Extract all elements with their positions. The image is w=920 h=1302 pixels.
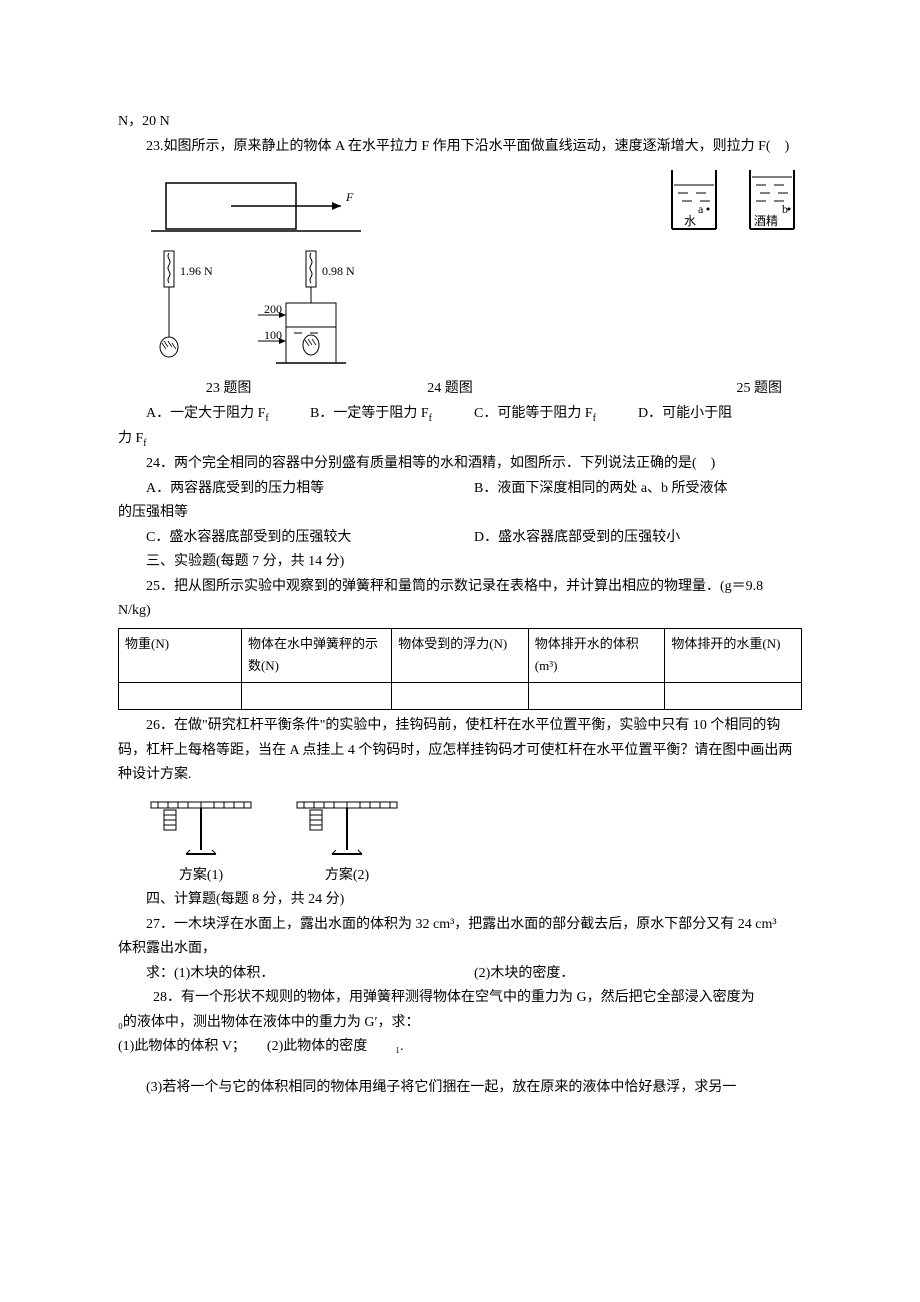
svg-text:酒精: 酒精: [754, 214, 778, 228]
q23-text: 如图所示，原来静止的物体 A 在水平拉力 F 作用下沿水平面做直线运动，速度逐渐…: [164, 139, 790, 154]
col-spring: 物体在水中弹簧秤的示数(N): [241, 628, 391, 683]
q27-ask2: (2)木块的密度．: [474, 962, 802, 987]
svg-text:200: 200: [264, 302, 282, 316]
fig24-alcohol: b 酒精: [742, 165, 802, 235]
svg-text:a: a: [698, 202, 704, 216]
q24-row1: A．两容器底受到的压力相等 B．液面下深度相同的两处 a、b 所受液体: [146, 477, 802, 502]
scheme2-label: 方案(2): [292, 864, 402, 889]
scheme-2: 方案(2): [292, 794, 402, 889]
svg-text:0.98 N: 0.98 N: [322, 264, 355, 278]
scheme-1: 方案(1): [146, 794, 256, 889]
svg-text:1.96 N: 1.96 N: [180, 264, 213, 278]
q23-choice-d: D．可能小于阻: [638, 402, 802, 427]
col-volume: 物体排开水的体积(m³): [528, 628, 665, 683]
q23-choice-b: B．一定等于阻力 Ff: [310, 402, 474, 427]
q28-ask3: (3)若将一个与它的体积相同的物体用绳子将它们捆在一起，放在原来的液体中恰好悬浮…: [118, 1076, 802, 1101]
table-row: [119, 683, 802, 710]
q27-asks: 求：(1)木块的体积． (2)木块的密度．: [146, 962, 802, 987]
svg-text:b: b: [782, 202, 788, 216]
fig23-svg: F: [146, 169, 366, 235]
q23-choice-c: C．可能等于阻力 Ff: [474, 402, 638, 427]
q23-stem: 23.如图所示，原来静止的物体 A 在水平拉力 F 作用下沿水平面做直线运动，速…: [118, 135, 802, 160]
q24-stem: 24．两个完全相同的容器中分别盛有质量相等的水和酒精，如图所示．下列说法正确的是…: [118, 452, 802, 477]
section-4-heading: 四、计算题(每题 8 分，共 24 分): [118, 888, 802, 913]
q23-choice-a: A．一定大于阻力 Ff: [146, 402, 310, 427]
scheme1-label: 方案(1): [146, 864, 256, 889]
q24-row2: C．盛水容器底部受到的压强较大 D．盛水容器底部受到的压强较小: [146, 526, 802, 551]
q24-b: B．液面下深度相同的两处 a、b 所受液体: [474, 477, 802, 502]
leading-fragment: N，20 N: [118, 110, 802, 135]
q24-c: C．盛水容器底部受到的压强较大: [146, 526, 474, 551]
q28-ask12: (1)此物体的体积 V； (2)此物体的密度 ₁.: [118, 1035, 802, 1060]
fig24-water: a 水: [664, 165, 724, 235]
cap-24: 24 题图: [339, 377, 560, 402]
figure-row: F a 水 b 酒精: [146, 165, 802, 235]
section-3-heading: 三、实验题(每题 7 分，共 14 分): [118, 550, 802, 575]
q28-line1: 28．有一个形状不规则的物体，用弹簧秤测得物体在空气中的重力为 G，然后把它全部…: [125, 986, 802, 1011]
q24-d: D．盛水容器底部受到的压强较小: [474, 526, 802, 551]
q24-b-tail: 的压强相等: [118, 501, 802, 526]
col-buoyancy: 物体受到的浮力(N): [392, 628, 529, 683]
svg-text:100: 100: [264, 328, 282, 342]
q25-table: 物重(N) 物体在水中弹簧秤的示数(N) 物体受到的浮力(N) 物体排开水的体积…: [118, 628, 802, 711]
fig24-group: a 水 b 酒精: [664, 165, 802, 235]
q26-stem: 26．在做"研究杠杆平衡条件"的实验中，挂钩码前，使杠杆在水平位置平衡，实验中只…: [118, 714, 802, 788]
q23-choice-d-tail: 力 Ff: [118, 427, 802, 452]
col-weight: 物重(N): [119, 628, 242, 683]
q23-num: 23: [146, 139, 160, 154]
q28-line2: ₀的液体中，测出物体在液体中的重力为 G′，求：: [118, 1011, 802, 1036]
col-water-weight: 物体排开的水重(N): [665, 628, 802, 683]
q27-stem: 27．一木块浮在水面上，露出水面的体积为 32 cm³，把露出水面的部分截去后，…: [118, 913, 802, 938]
q25-tail: N/kg): [118, 599, 802, 624]
force-label: F: [345, 190, 354, 204]
q24-a: A．两容器底受到的压力相等: [146, 477, 474, 502]
svg-text:水: 水: [684, 214, 696, 228]
figure-captions: 23 题图 24 题图 25 题图: [118, 377, 802, 402]
q26-schemes: 方案(1) 方案(2): [146, 794, 802, 889]
q25-stem: 25．把从图所示实验中观察到的弹簧秤和量筒的示数记录在表格中，并计算出相应的物理…: [118, 575, 802, 600]
q27-tail: 体积露出水面，: [118, 937, 802, 962]
cap-23: 23 题图: [118, 377, 339, 402]
table-row: 物重(N) 物体在水中弹簧秤的示数(N) 物体受到的浮力(N) 物体排开水的体积…: [119, 628, 802, 683]
fig25-group: 1.96 N 0.98 N 200 100: [146, 245, 802, 375]
q27-ask1: 求：(1)木块的体积．: [146, 962, 474, 987]
cap-25: 25 题图: [561, 377, 802, 402]
q23-choices: A．一定大于阻力 Ff B．一定等于阻力 Ff C．可能等于阻力 Ff D．可能…: [146, 402, 802, 427]
